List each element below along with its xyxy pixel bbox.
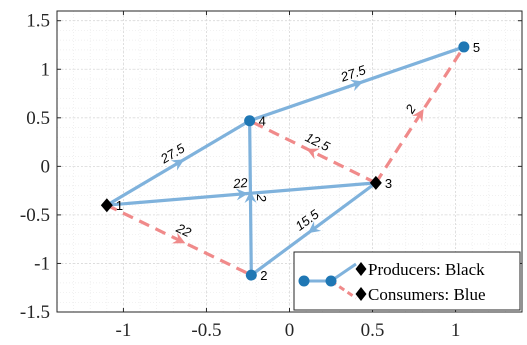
node-label: 3 [385, 176, 392, 191]
consumer-node-marker [458, 41, 470, 53]
legend-diamond-icon [355, 287, 367, 301]
edge-label: 22 [173, 220, 194, 241]
edge-arrow [235, 188, 249, 201]
x-tick-label: 0.5 [361, 320, 385, 341]
x-tick-label: 0 [285, 320, 295, 341]
edge-arrow [307, 221, 322, 234]
legend-entry-label: Producers: Black [368, 260, 485, 279]
edge-arrow [350, 79, 364, 92]
edge-arrow [306, 148, 320, 160]
edge-label: 22 [232, 175, 249, 191]
tick-labels: -1 -0.5 0 0.5 1 1.5 1 0.5 0 -0.5 -1 -1.5 [20, 11, 522, 341]
x-tick-label: -1 [116, 320, 132, 341]
legend: Producers: Black Consumers: Blue [293, 251, 521, 311]
edges-layer [106, 45, 466, 277]
producer-node-marker [369, 175, 382, 190]
edge-label: 27.5 [157, 140, 188, 167]
edge-arrow [244, 190, 257, 203]
y-tick-label: -1 [34, 253, 50, 274]
legend-consumer-marker [325, 275, 337, 287]
consumer-node-marker [244, 115, 256, 127]
node-label: 2 [260, 268, 267, 283]
edge-label: 15.5 [292, 206, 322, 234]
x-tick-label: -0.5 [191, 320, 221, 341]
y-tick-label: 1.5 [26, 11, 50, 32]
y-tick-label: 0.5 [26, 108, 50, 129]
y-tick-label: 0 [41, 156, 51, 177]
legend-consumer-marker [298, 275, 310, 287]
legend-diamond-icon [355, 262, 367, 276]
x-tick-label: 1 [451, 320, 461, 341]
consumer-node-marker [245, 269, 257, 281]
node-label: 5 [473, 40, 480, 55]
legend-entry-label: Consumers: Blue [368, 285, 486, 304]
y-tick-label: -1.5 [20, 302, 50, 323]
producer-node-marker [100, 198, 113, 213]
edge-label: 2 [254, 193, 269, 202]
edge-3-4 [248, 119, 377, 185]
y-tick-label: -0.5 [20, 205, 50, 226]
y-tick-label: 1 [41, 59, 51, 80]
edge-arrow [412, 109, 424, 123]
node-label: 1 [116, 198, 123, 213]
node-label: 4 [259, 114, 266, 129]
nodes-layer [100, 41, 470, 281]
edge-arrow [170, 159, 185, 171]
edge-arrow [171, 232, 186, 244]
